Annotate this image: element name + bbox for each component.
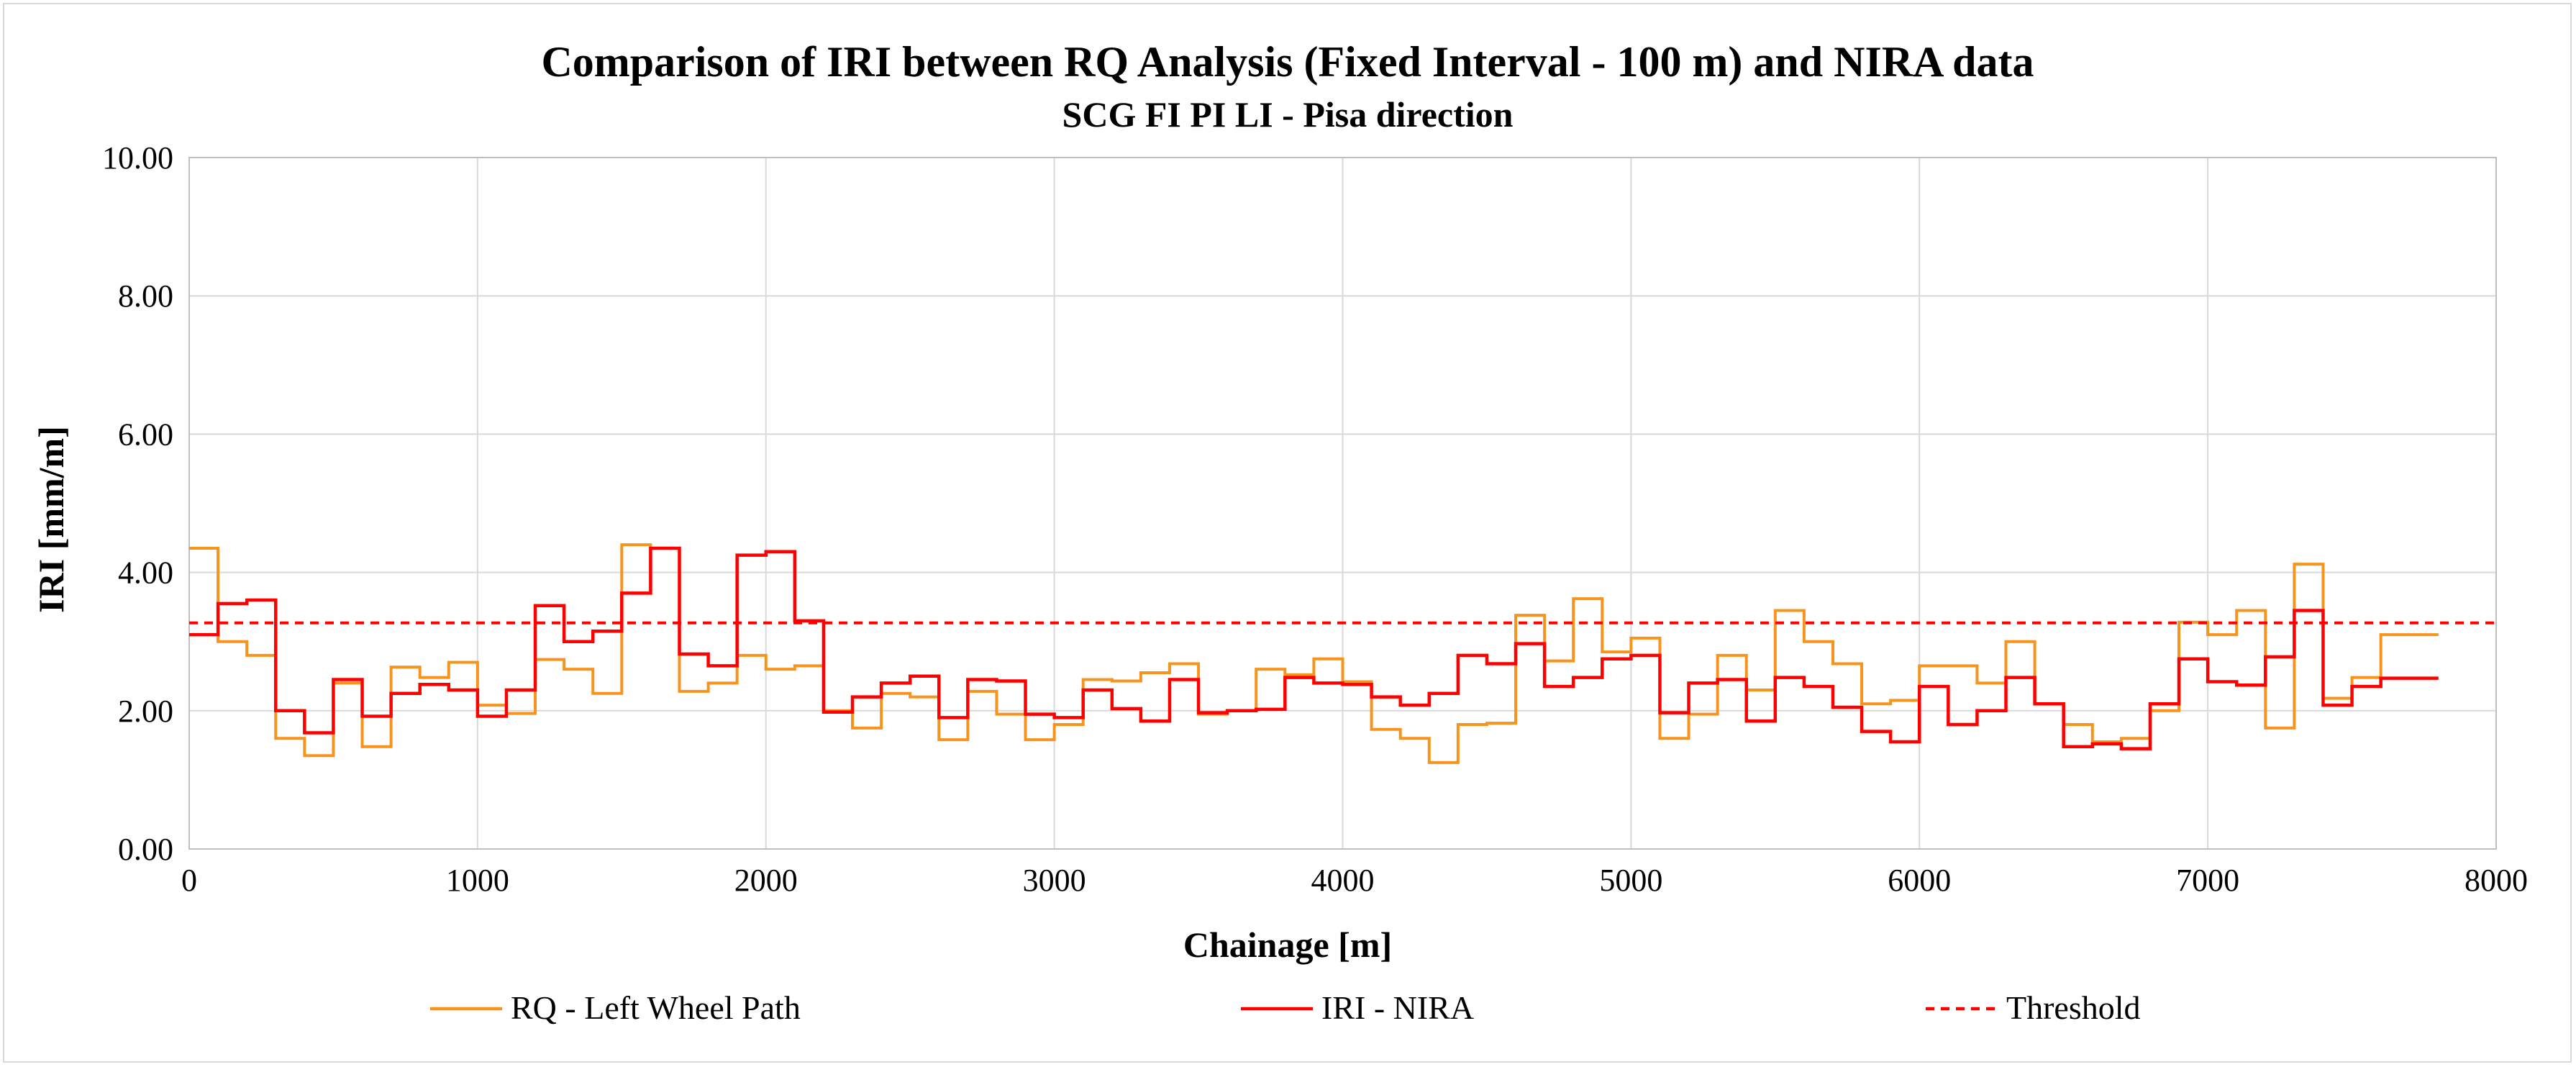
x-tick-label: 2000: [734, 863, 798, 898]
chart-title: Comparison of IRI between RQ Analysis (F…: [541, 38, 2034, 86]
x-tick-label: 5000: [1599, 863, 1662, 898]
x-tick-label: 6000: [1888, 863, 1951, 898]
chart-subtitle: SCG FI PI LI - Pisa direction: [1062, 94, 1514, 135]
x-tick-label: 3000: [1023, 863, 1086, 898]
x-tick-label: 4000: [1311, 863, 1375, 898]
legend-label-2: IRI - NIRA: [1321, 989, 1474, 1026]
y-axis-title: IRI [mm/m]: [31, 426, 71, 613]
chart-frame: [3, 3, 2572, 1063]
y-tick-label: 10.00: [102, 140, 173, 176]
y-tick-label: 0.00: [118, 832, 173, 867]
series-lines: [189, 543, 2496, 764]
x-tick-label: 1000: [446, 863, 509, 898]
series-line-2: [189, 546, 2439, 750]
series-line-1: [189, 543, 2439, 764]
y-tick-label: 6.00: [118, 417, 173, 452]
plot-area: [188, 157, 2497, 850]
legend-label-3: Threshold: [2006, 989, 2141, 1026]
x-tick-label: 7000: [2176, 863, 2239, 898]
legend: RQ - Left Wheel Path IRI - NIRA Threshold: [430, 989, 2141, 1026]
legend-label-1: RQ - Left Wheel Path: [511, 989, 801, 1026]
x-tick-label: 0: [181, 863, 197, 898]
tick-labels: 0.00 2.00 4.00 6.00 8.00 10.00 0 1000 2000 3000 40…: [102, 140, 2528, 898]
x-tick-label: 8000: [2465, 863, 2528, 898]
y-tick-label: 4.00: [118, 555, 173, 591]
y-tick-label: 8.00: [118, 278, 173, 314]
y-tick-label: 2.00: [118, 694, 173, 729]
x-axis-title: Chainage [m]: [1183, 925, 1392, 965]
